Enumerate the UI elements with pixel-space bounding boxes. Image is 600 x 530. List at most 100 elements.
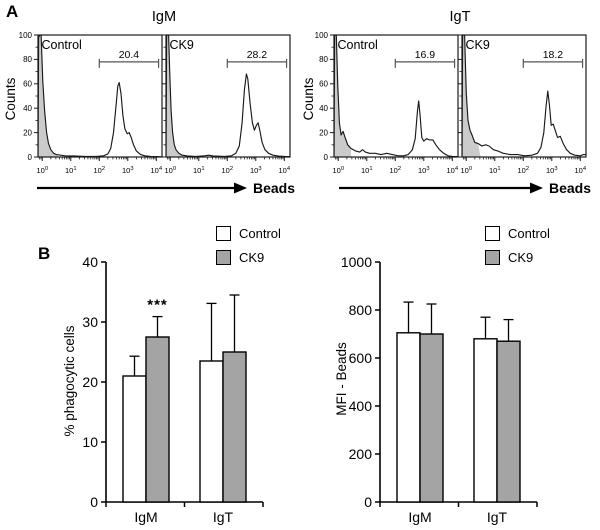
shaded-population-area xyxy=(166,35,184,157)
histogram-igt-control: 0 20 40 60 80 100 100 101 102 103 104 16.9 Control xyxy=(298,29,466,179)
beads-axis-arrow-igm: Beads xyxy=(36,179,295,197)
gate-bracket xyxy=(98,58,160,68)
svg-text:80: 80 xyxy=(23,55,32,64)
plot-frame xyxy=(165,34,291,158)
legend-label: Control xyxy=(508,226,550,241)
bar-chart-mfi: 0 200 400 600 800 1000 IgM IgT xyxy=(328,253,574,530)
svg-text:102: 102 xyxy=(517,166,529,175)
svg-text:600: 600 xyxy=(349,350,373,366)
x-axis-ticks: 100 101 102 103 104 xyxy=(332,157,459,175)
bar-igt-ck9 xyxy=(222,351,247,503)
error-bar xyxy=(503,318,514,342)
svg-text:0: 0 xyxy=(364,494,372,510)
svg-text:20: 20 xyxy=(23,128,32,137)
gate-percentage-label: 18.2 xyxy=(543,49,564,61)
svg-text:20: 20 xyxy=(319,128,328,137)
svg-text:40: 40 xyxy=(82,254,98,270)
group-title-igm: IgM xyxy=(151,9,177,25)
histogram-igm-ck9: 100 101 102 103 104 28.2 CK9 xyxy=(130,29,298,179)
svg-text:104: 104 xyxy=(575,166,587,175)
category-label-igt: IgT xyxy=(487,509,508,525)
arrow-right-icon xyxy=(37,182,247,194)
svg-text:101: 101 xyxy=(361,166,373,175)
svg-text:101: 101 xyxy=(193,166,205,175)
arrow-right-icon xyxy=(339,182,543,194)
bar-igm-control xyxy=(396,332,421,503)
bar-igt-ck9 xyxy=(496,340,521,503)
gate-percentage-label: 16.9 xyxy=(415,49,436,61)
error-bar xyxy=(152,315,163,337)
svg-text:400: 400 xyxy=(349,398,373,414)
bar-chart-phagocytic: 0 10 20 30 40 *** IgM IgT xyxy=(58,253,304,530)
beads-label-igt: Beads xyxy=(549,180,592,196)
legend-item-ck9: CK9 xyxy=(485,250,550,265)
sample-name-label: Control xyxy=(42,38,82,52)
panel-a-label: A xyxy=(6,2,19,21)
flow-histogram-svg: 100 101 102 103 104 18.2 CK9 xyxy=(458,34,587,175)
svg-text:103: 103 xyxy=(250,166,262,175)
histogram-igm-control: 0 20 40 60 80 100 100 101 102 103 104 20.4 Control xyxy=(2,29,170,179)
sample-name-label: CK9 xyxy=(466,38,490,52)
shaded-population-area xyxy=(462,35,481,157)
svg-text:100: 100 xyxy=(164,166,176,175)
gate-bracket xyxy=(226,58,288,68)
error-bar xyxy=(129,355,140,376)
sample-name-label: CK9 xyxy=(170,38,194,52)
svg-text:103: 103 xyxy=(546,166,558,175)
svg-text:102: 102 xyxy=(93,166,105,175)
legend-label: CK9 xyxy=(239,250,265,265)
bar-igm-ck9 xyxy=(145,336,170,503)
plot-frame xyxy=(461,34,587,158)
beads-axis-arrow-igt: Beads xyxy=(338,179,591,197)
legend-swatch-ck9 xyxy=(216,250,231,265)
svg-text:10: 10 xyxy=(82,434,98,450)
y-axis-ticks xyxy=(162,34,166,158)
sample-name-label: Control xyxy=(338,38,378,52)
svg-text:40: 40 xyxy=(23,104,32,113)
error-bar xyxy=(229,294,240,352)
svg-text:103: 103 xyxy=(418,166,430,175)
svg-text:102: 102 xyxy=(389,166,401,175)
error-bar xyxy=(206,302,217,361)
flow-histogram-svg: 0 20 40 60 80 100 100 101 102 103 104 16.9 Control xyxy=(315,31,459,175)
svg-text:100: 100 xyxy=(315,31,329,40)
beads-label-igm: Beads xyxy=(253,180,296,196)
histogram-curve xyxy=(38,35,162,157)
legend-right-chart: Control CK9 xyxy=(485,226,550,265)
histogram-curve xyxy=(334,35,458,157)
shaded-population-area xyxy=(38,35,60,157)
legend-swatch-ck9 xyxy=(485,250,500,265)
legend-item-ck9: CK9 xyxy=(216,250,281,265)
histogram-igt-ck9: 100 101 102 103 104 18.2 CK9 xyxy=(426,29,594,179)
y-axis-ticks: 0 20 40 60 80 100 xyxy=(19,31,38,162)
gate-percentage-label: 28.2 xyxy=(247,49,268,61)
x-axis-ticks: 100 101 102 103 104 xyxy=(460,157,587,175)
legend-item-control: Control xyxy=(216,226,281,241)
svg-text:60: 60 xyxy=(319,80,328,89)
svg-text:40: 40 xyxy=(319,104,328,113)
bar-chart-svg: 0 10 20 30 40 *** IgM IgT xyxy=(82,254,264,525)
svg-text:0: 0 xyxy=(324,153,329,162)
svg-text:100: 100 xyxy=(19,31,33,40)
svg-text:60: 60 xyxy=(23,80,32,89)
category-label-igm: IgM xyxy=(408,509,431,525)
legend-label: CK9 xyxy=(508,250,534,265)
shaded-population-area xyxy=(334,35,352,157)
error-bar xyxy=(480,316,491,339)
flow-histogram-svg: 0 20 40 60 80 100 100 101 102 103 104 20.4 Control xyxy=(19,31,163,175)
svg-text:101: 101 xyxy=(65,166,77,175)
significance-stars: *** xyxy=(147,297,168,314)
group-title-igt: IgT xyxy=(449,9,471,25)
svg-text:200: 200 xyxy=(349,446,373,462)
bar-igt-control xyxy=(473,338,498,503)
svg-text:101: 101 xyxy=(489,166,501,175)
flow-histogram-svg: 100 101 102 103 104 28.2 CK9 xyxy=(162,34,291,175)
svg-text:80: 80 xyxy=(319,55,328,64)
bar-igt-control xyxy=(199,360,224,503)
histogram-curve xyxy=(462,35,586,157)
svg-text:103: 103 xyxy=(122,166,134,175)
y-axis-ticks: 0 20 40 60 80 100 xyxy=(315,31,334,162)
category-label-igm: IgM xyxy=(134,509,157,525)
svg-text:102: 102 xyxy=(221,166,233,175)
